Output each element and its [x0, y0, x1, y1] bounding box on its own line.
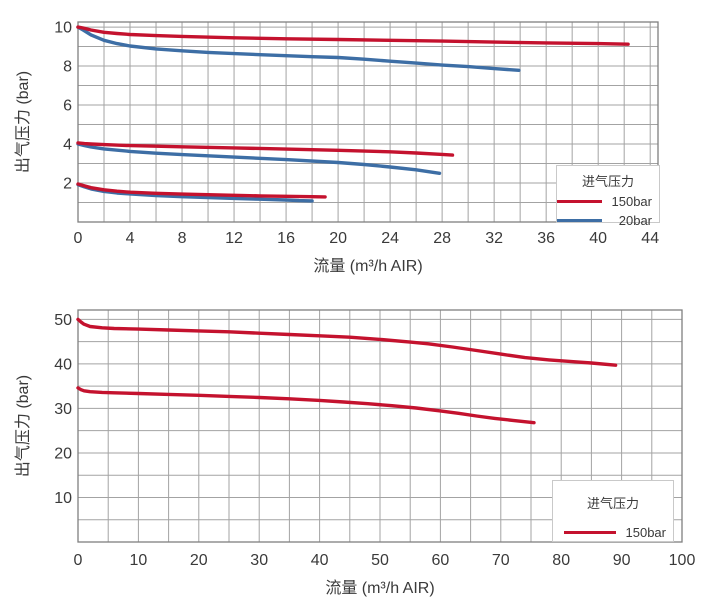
top-chart-x-axis-title: 流量 (m³/h AIR): [313, 258, 423, 275]
svg-text:10: 10: [54, 490, 72, 507]
svg-text:10: 10: [130, 552, 148, 569]
svg-text:50: 50: [54, 312, 72, 329]
svg-text:20: 20: [190, 552, 208, 569]
svg-text:32: 32: [485, 230, 503, 247]
svg-text:50: 50: [371, 552, 389, 569]
legend-title: 进气压力: [586, 496, 639, 511]
svg-text:20: 20: [54, 445, 72, 462]
svg-text:6: 6: [63, 98, 72, 115]
legend-entry-150bar: 150bar: [553, 525, 673, 540]
legend-150bar-line-icon: [564, 531, 616, 534]
svg-text:20: 20: [329, 230, 347, 247]
legend-entry-150bar: 150bar: [557, 194, 659, 209]
legend-150bar-line-icon: [557, 200, 602, 203]
svg-text:8: 8: [178, 230, 187, 247]
legend-20bar-label: 20bar: [618, 213, 652, 228]
svg-text:0: 0: [74, 230, 83, 247]
bottom-chart-y-axis-title: 出气压力 (bar): [4, 310, 38, 542]
svg-text:12: 12: [225, 230, 243, 247]
svg-text:44: 44: [641, 230, 659, 247]
legend-20bar-line-icon: [557, 219, 602, 222]
svg-text:28: 28: [433, 230, 451, 247]
svg-text:8: 8: [63, 59, 72, 76]
svg-text:40: 40: [311, 552, 329, 569]
svg-text:16: 16: [277, 230, 295, 247]
svg-text:60: 60: [432, 552, 450, 569]
svg-text:80: 80: [552, 552, 570, 569]
svg-text:100: 100: [669, 552, 696, 569]
svg-text:40: 40: [589, 230, 607, 247]
svg-text:30: 30: [250, 552, 268, 569]
svg-text:2: 2: [63, 176, 72, 193]
y-axis-title-text: 出气压力 (bar): [15, 374, 33, 478]
bottom-chart-x-axis-title: 流量 (m³/h AIR): [325, 580, 435, 597]
svg-text:70: 70: [492, 552, 510, 569]
legend-entry-20bar: 20bar: [557, 213, 659, 228]
top-chart-legend: 进气压力 150bar 20bar: [556, 165, 660, 228]
svg-text:90: 90: [613, 552, 631, 569]
legend-150bar-label: 150bar: [625, 525, 666, 540]
svg-text:4: 4: [63, 137, 72, 154]
svg-text:10: 10: [54, 20, 72, 37]
legend-title: 进气压力: [581, 174, 634, 189]
svg-text:0: 0: [74, 552, 83, 569]
svg-text:30: 30: [54, 401, 72, 418]
svg-text:36: 36: [537, 230, 555, 247]
svg-text:24: 24: [381, 230, 399, 247]
legend-150bar-label: 150bar: [611, 194, 652, 209]
bottom-chart-legend: 进气压力 150bar: [552, 480, 674, 542]
svg-text:4: 4: [126, 230, 135, 247]
svg-text:40: 40: [54, 356, 72, 373]
